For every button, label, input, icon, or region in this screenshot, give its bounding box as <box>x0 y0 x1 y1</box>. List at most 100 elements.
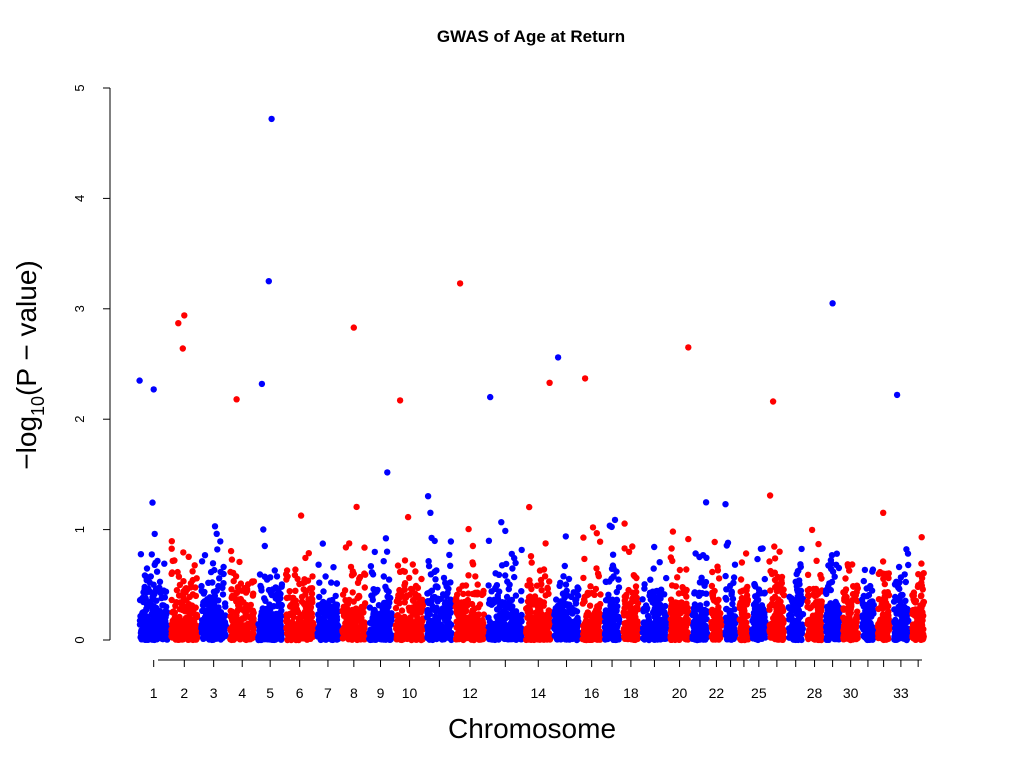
snp-point <box>621 597 628 604</box>
snp-point <box>715 575 723 582</box>
snp-point <box>498 519 505 526</box>
snp-point <box>796 609 803 616</box>
snp-point <box>261 595 268 602</box>
snp-point <box>163 608 171 616</box>
snp-point <box>270 603 277 610</box>
snp-point <box>409 561 416 568</box>
snp-point <box>440 636 448 643</box>
snp-point <box>425 558 432 565</box>
snp-point <box>703 554 710 561</box>
snp-point <box>380 612 387 620</box>
snp-point <box>556 582 563 589</box>
snp-point <box>141 572 149 579</box>
x-tick-label: 18 <box>623 685 639 701</box>
snp-point <box>711 538 718 546</box>
snp-point <box>683 566 690 573</box>
snp-point <box>219 591 227 598</box>
snp-point <box>641 581 648 588</box>
snp-point <box>201 588 208 596</box>
snp-point <box>137 551 145 558</box>
snp-point <box>485 537 493 544</box>
snp-point <box>674 574 681 581</box>
snp-point <box>539 621 546 629</box>
snp-point <box>230 577 237 585</box>
snp-point <box>470 633 478 640</box>
snp-point <box>755 596 762 604</box>
snp-point <box>395 591 402 599</box>
snp-point <box>305 602 312 609</box>
snp-point <box>384 469 391 476</box>
snp-point <box>428 534 435 542</box>
snp-point <box>297 618 304 625</box>
snp-point <box>546 578 553 585</box>
snp-point <box>528 559 535 566</box>
snp-point <box>827 586 834 594</box>
snp-point <box>527 553 535 560</box>
snp-point <box>737 626 744 633</box>
snp-point <box>714 626 721 634</box>
snp-point <box>206 609 213 616</box>
snp-point <box>176 581 184 589</box>
snp-point <box>469 542 477 550</box>
snp-point <box>189 568 196 575</box>
snp-point <box>755 626 762 633</box>
snp-point <box>773 588 781 595</box>
x-tick-label: 3 <box>210 685 218 701</box>
snp-point <box>460 590 467 598</box>
snp-point <box>818 603 825 611</box>
snp-point <box>833 561 840 568</box>
snp-point <box>412 582 420 590</box>
snp-point <box>445 585 452 592</box>
snp-point <box>261 542 268 550</box>
snp-point <box>147 598 155 605</box>
snp-point <box>302 591 309 598</box>
snp-point <box>470 610 478 617</box>
x-tick-label: 2 <box>180 685 188 701</box>
snp-point <box>560 600 568 608</box>
snp-point <box>352 606 359 613</box>
snp-point <box>565 575 573 583</box>
y-tick-label: 0 <box>72 636 87 643</box>
snp-point <box>808 526 816 534</box>
snp-point <box>797 600 804 608</box>
snp-point <box>307 609 314 616</box>
snp-point <box>358 603 365 611</box>
snp-point <box>154 610 161 618</box>
snp-point <box>153 568 161 575</box>
snp-point <box>625 625 633 633</box>
snp-point <box>407 618 414 625</box>
snp-point <box>299 633 306 640</box>
snp-point <box>324 635 331 642</box>
snp-point <box>715 596 722 603</box>
snp-point <box>332 592 339 600</box>
snp-point <box>369 593 376 600</box>
x-tick-label: 1 <box>150 685 158 701</box>
x-tick-label: 20 <box>672 685 688 701</box>
snp-point <box>433 567 440 574</box>
snp-point <box>180 635 187 643</box>
snp-point <box>632 604 639 612</box>
snp-point <box>586 620 594 627</box>
snp-point <box>432 626 439 633</box>
snp-point <box>703 609 710 617</box>
snp-point <box>418 618 425 625</box>
snp-point <box>209 560 217 567</box>
snp-point <box>234 606 242 613</box>
snp-point <box>347 620 355 627</box>
snp-point <box>518 612 525 619</box>
snp-point <box>795 567 802 575</box>
snp-point <box>397 614 404 621</box>
snp-point <box>476 601 484 608</box>
snp-point <box>342 597 349 604</box>
x-tick-label: 8 <box>350 685 358 701</box>
snp-point <box>361 544 368 551</box>
snp-point <box>754 614 762 621</box>
snp-point <box>260 526 267 533</box>
snp-point <box>369 571 377 578</box>
snp-point <box>185 634 193 641</box>
snp-point <box>652 625 659 633</box>
snp-point <box>633 574 640 582</box>
snp-point <box>320 588 327 595</box>
snp-point <box>485 582 492 589</box>
snp-point <box>714 635 721 642</box>
